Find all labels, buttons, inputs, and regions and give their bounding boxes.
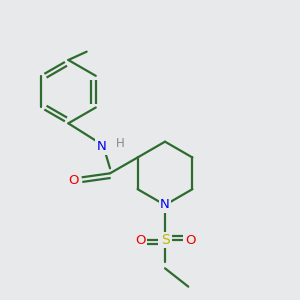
- Text: N: N: [97, 140, 106, 153]
- Text: N: N: [160, 199, 170, 212]
- Text: S: S: [160, 233, 169, 247]
- Text: O: O: [185, 233, 195, 247]
- Text: H: H: [116, 137, 124, 150]
- Text: O: O: [135, 233, 145, 247]
- Text: O: O: [68, 173, 79, 187]
